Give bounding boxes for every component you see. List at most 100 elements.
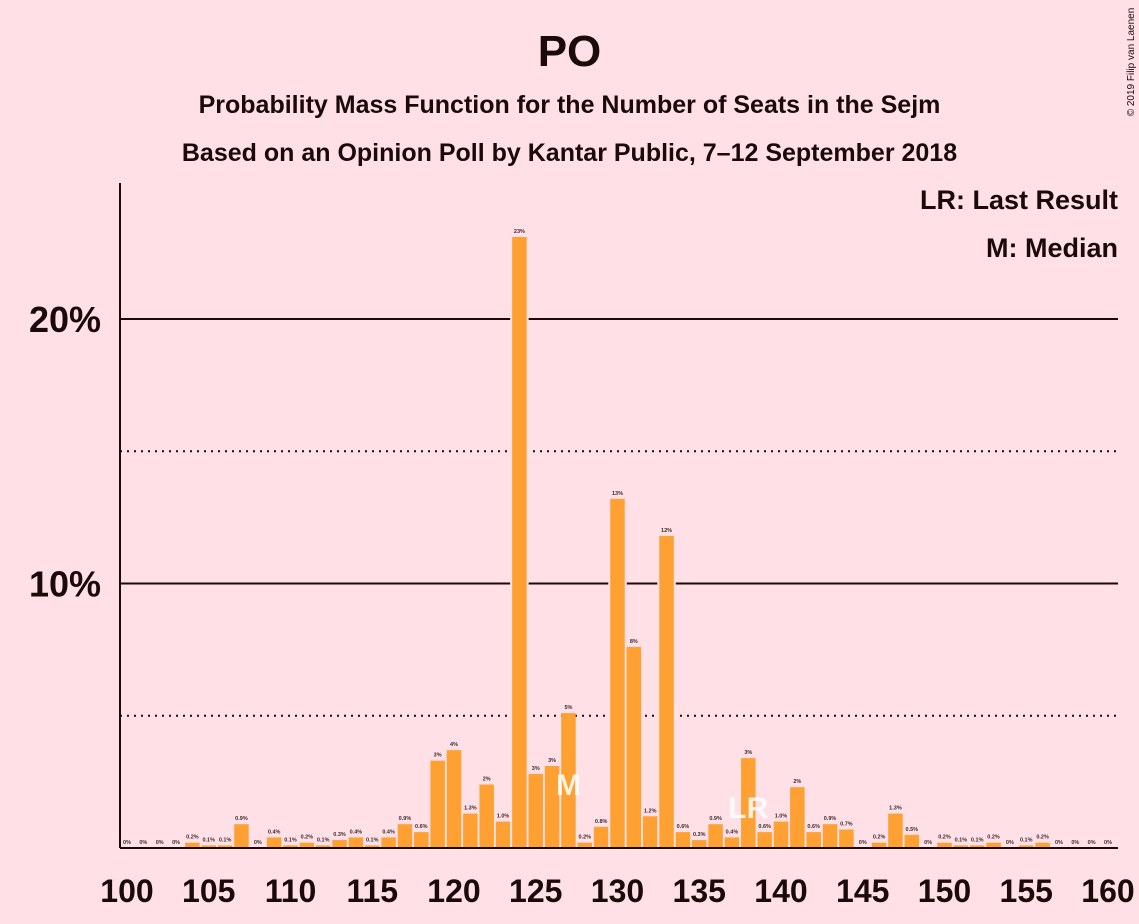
bar — [577, 842, 593, 848]
bar — [446, 750, 462, 848]
data-label: 5% — [564, 705, 572, 711]
y-tick-labels: 10% 20% — [29, 299, 101, 605]
data-label: 0.9% — [824, 816, 837, 822]
copyright-note: © 2019 Filip van Laenen — [1126, 8, 1137, 117]
x-tick-label: 145 — [836, 873, 889, 909]
bar — [528, 773, 543, 848]
bar — [201, 845, 216, 848]
bar — [806, 832, 821, 848]
data-label: 0.4% — [268, 829, 281, 835]
data-label: 0.3% — [333, 832, 346, 838]
data-label: 0.2% — [938, 835, 951, 841]
data-label: 0.6% — [415, 824, 428, 830]
x-tick-label: 115 — [346, 873, 398, 909]
legend-median: M: Median — [986, 233, 1118, 263]
bar — [397, 824, 413, 848]
data-label: 0.7% — [840, 821, 853, 827]
bar — [381, 837, 396, 848]
data-label: 1.0% — [775, 814, 788, 820]
data-label: 3% — [548, 758, 556, 764]
bar — [610, 498, 625, 848]
x-tick-label: 135 — [673, 873, 726, 909]
bar — [332, 840, 347, 848]
bar — [675, 832, 691, 848]
bar — [822, 824, 838, 848]
bar — [642, 816, 658, 848]
bar — [626, 646, 642, 848]
bar — [1035, 842, 1050, 848]
x-tick-label: 155 — [1000, 873, 1053, 909]
bar — [185, 842, 200, 848]
last-result-marker: LR — [728, 792, 768, 825]
data-label: 0.6% — [677, 824, 690, 830]
data-label: 2% — [793, 779, 801, 785]
bar — [953, 845, 969, 848]
data-label: 0.9% — [399, 816, 412, 822]
bar — [692, 840, 707, 848]
data-label: 0.2% — [873, 835, 886, 841]
bar — [315, 845, 331, 848]
bar — [757, 832, 772, 848]
data-label: 0.1% — [317, 837, 330, 843]
data-label: 8% — [630, 639, 638, 645]
y-tick-label: 20% — [29, 299, 101, 340]
data-label: 2% — [483, 777, 491, 783]
markers: M LR — [556, 769, 769, 825]
data-label: 0.6% — [807, 824, 820, 830]
data-label: 3% — [434, 753, 442, 759]
bar — [790, 787, 805, 848]
bar — [593, 826, 609, 848]
data-label: 0% — [156, 840, 164, 846]
data-label: 0.5% — [906, 827, 919, 833]
bar — [348, 837, 364, 848]
bar — [495, 821, 511, 848]
bar — [561, 713, 576, 848]
bar — [708, 824, 723, 848]
bar — [871, 842, 887, 848]
data-label: 0.2% — [987, 835, 1000, 841]
bar — [479, 784, 494, 848]
median-marker: M — [556, 769, 581, 802]
x-tick-label: 130 — [591, 873, 644, 909]
x-tick-label: 150 — [918, 873, 971, 909]
data-label: 0% — [123, 840, 131, 846]
data-label: 0% — [172, 840, 180, 846]
data-label: 0% — [1088, 840, 1096, 846]
bar — [217, 845, 233, 848]
data-label: 0.2% — [186, 835, 199, 841]
data-label: 0% — [1006, 840, 1014, 846]
data-label: 0% — [859, 840, 867, 846]
bar — [773, 821, 789, 848]
data-label: 0.2% — [301, 835, 314, 841]
bar — [234, 824, 249, 848]
chart-subtitle-1: Probability Mass Function for the Number… — [199, 91, 941, 119]
bar — [937, 842, 952, 848]
x-tick-label: 140 — [754, 873, 807, 909]
data-label: 0.6% — [758, 824, 771, 830]
data-label: 1.2% — [644, 808, 657, 814]
bar — [904, 834, 920, 848]
data-label: 23% — [514, 229, 525, 235]
bar — [414, 832, 429, 848]
data-label: 3% — [532, 766, 540, 772]
data-label: 0.1% — [284, 837, 297, 843]
data-label: 0.9% — [235, 816, 248, 822]
data-label: 0.1% — [219, 837, 232, 843]
bar — [724, 837, 740, 848]
data-label: 0.1% — [1020, 837, 1033, 843]
data-label: 0% — [1071, 840, 1079, 846]
data-label: 0.1% — [971, 837, 984, 843]
axes — [119, 183, 1118, 849]
bar — [463, 813, 478, 848]
data-label: 0.2% — [579, 835, 592, 841]
bar — [266, 837, 282, 848]
bar — [659, 535, 674, 848]
bar — [283, 845, 298, 848]
data-label: 0.3% — [693, 832, 706, 838]
data-label: 0.1% — [955, 837, 968, 843]
x-tick-label: 160 — [1081, 873, 1134, 909]
x-tick-label: 125 — [509, 873, 562, 909]
data-label: 0% — [1104, 840, 1112, 846]
data-label: 3% — [744, 750, 752, 756]
